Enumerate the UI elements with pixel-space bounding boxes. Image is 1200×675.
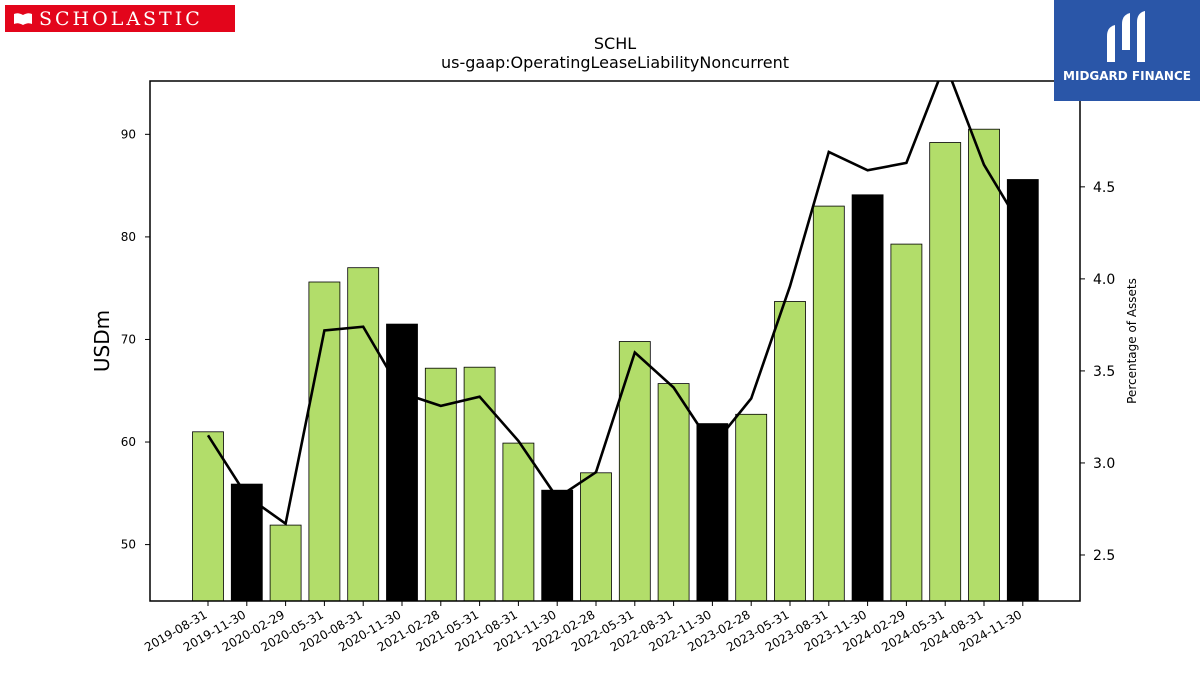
bar xyxy=(696,423,729,602)
bar xyxy=(386,323,418,602)
y2-tick-label: 4.0 xyxy=(1093,272,1115,288)
y2-tick-label: 4.5 xyxy=(1093,180,1115,196)
bar xyxy=(657,383,690,602)
bar xyxy=(929,142,962,602)
bar xyxy=(269,524,302,602)
midgard-finance-logo: MIDGARD FINANCE xyxy=(1054,0,1200,101)
bar xyxy=(968,128,1000,602)
bar xyxy=(1006,179,1039,602)
y2-tick-label: 3.0 xyxy=(1093,456,1115,472)
bar xyxy=(347,267,380,602)
bar xyxy=(463,366,496,602)
line-group xyxy=(206,81,1024,526)
y-tick-label: 70 xyxy=(121,332,136,346)
bar xyxy=(618,341,651,602)
plot-frame xyxy=(149,80,1081,602)
bar xyxy=(502,442,535,602)
bar xyxy=(580,472,612,602)
open-book-icon xyxy=(14,12,32,25)
y2-axis-label: Percentage of Assets xyxy=(1125,278,1139,404)
y-tick-label: 60 xyxy=(121,435,136,449)
bar xyxy=(890,243,923,602)
scholastic-wordmark: SCHOLASTIC xyxy=(39,7,203,30)
chart-subtitle: us-gaap:OperatingLeaseLiabilityNoncurren… xyxy=(441,53,789,72)
chart-title: SCHL xyxy=(594,34,636,53)
bar xyxy=(541,489,574,602)
y-tick-label: 50 xyxy=(121,538,136,552)
y-tick-label: 80 xyxy=(121,230,136,244)
y-tick-label: 90 xyxy=(121,127,136,141)
y-axis-label: USDm xyxy=(90,310,114,372)
bar xyxy=(812,205,845,602)
bars-group xyxy=(192,128,1039,602)
bar xyxy=(230,483,263,602)
midgard-finance-wordmark: MIDGARD FINANCE xyxy=(1063,69,1191,83)
percentage-line xyxy=(206,81,1024,526)
y2-tick-label: 3.5 xyxy=(1093,364,1115,380)
midgard-m-icon xyxy=(1107,11,1145,62)
y2-tick-label: 2.5 xyxy=(1093,548,1115,564)
bar xyxy=(851,194,884,602)
bar xyxy=(735,413,768,602)
bar xyxy=(774,301,806,602)
scholastic-logo: SCHOLASTIC xyxy=(5,5,235,32)
bar xyxy=(192,431,224,602)
